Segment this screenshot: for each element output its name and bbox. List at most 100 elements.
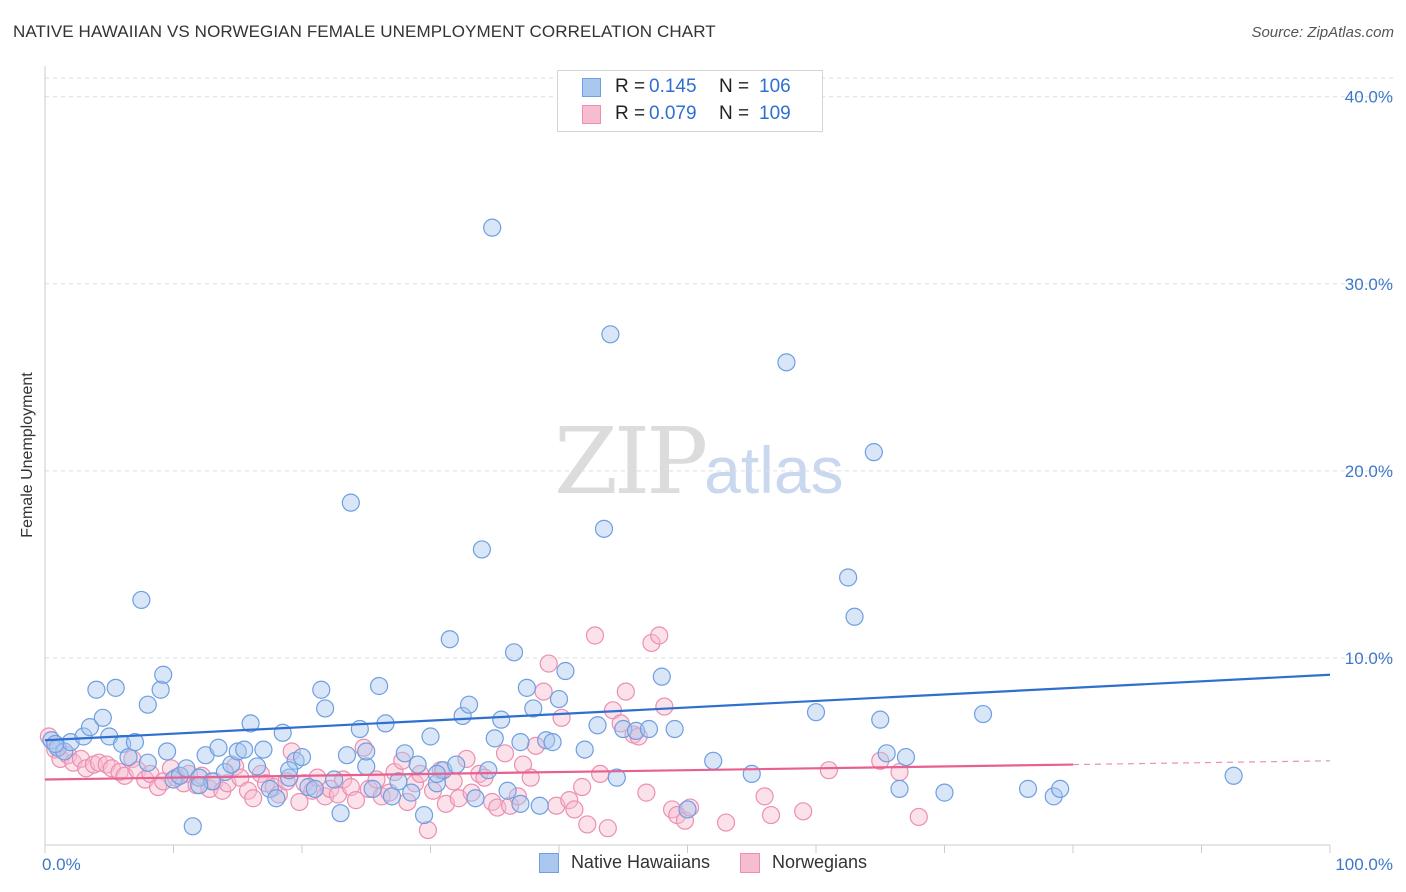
- legend-label: Norwegians: [772, 852, 868, 872]
- native-hawaiians-trend-line: [44, 673, 1331, 742]
- r-label: R =: [615, 103, 646, 124]
- native-hawaiian-point: [132, 590, 151, 610]
- y-tick-label: 30.0%: [1345, 275, 1393, 294]
- native-hawaiian-point: [517, 678, 536, 697]
- norwegian-point: [616, 682, 635, 701]
- native-hawaiian-point: [652, 667, 671, 686]
- trend-lines: [44, 673, 1331, 781]
- native-hawaiian-point: [183, 817, 202, 836]
- native-hawaiian-point: [594, 519, 614, 538]
- watermark: ZIPatlas: [554, 408, 844, 515]
- norwegian-point: [716, 813, 736, 832]
- native-hawaiian-point: [341, 493, 360, 512]
- n-label: N =: [719, 76, 750, 97]
- native-hawaiian-point: [511, 733, 530, 752]
- y-tick-label: 40.0%: [1345, 88, 1393, 107]
- native-hawaiian-point: [382, 787, 402, 806]
- y-tick-label: 20.0%: [1345, 462, 1393, 481]
- native-hawaiian-point: [267, 789, 286, 808]
- native-hawaiian-point: [871, 710, 890, 729]
- native-hawaiian-point: [601, 325, 620, 344]
- native-hawaiian-point: [549, 689, 569, 709]
- native-hawaiian-point: [299, 777, 318, 797]
- norwegian-point: [755, 787, 774, 806]
- native-hawaiian-point: [125, 733, 145, 752]
- native-hawaiian-point: [543, 733, 562, 752]
- n-value: 109: [759, 103, 791, 124]
- native-hawaiian-point: [87, 680, 106, 699]
- native-hawaiian-point: [316, 699, 335, 718]
- norwegian-point: [585, 626, 605, 645]
- y-tick-label: 10.0%: [1345, 649, 1393, 668]
- native-hawaiian-point: [1051, 779, 1070, 798]
- native-hawaiian-point: [280, 768, 299, 787]
- norwegian-point: [393, 751, 412, 770]
- native-hawaiian-point: [537, 731, 556, 750]
- native-hawaiian-point: [459, 695, 479, 714]
- native-hawaiian-point: [209, 738, 228, 757]
- stats-row-native-hawaiians: R = 0.145 N = 106: [582, 74, 791, 100]
- norwegian-point: [346, 791, 366, 810]
- x-tick-label: 100.0%: [1335, 855, 1393, 874]
- chart-title: NATIVE HAWAIIAN VS NORWEGIAN FEMALE UNEM…: [13, 22, 716, 41]
- tick-labels: 10.0% 20.0% 30.0% 40.0% 0.0% 100.0%: [42, 88, 1393, 874]
- native-hawaiian-point: [472, 540, 491, 559]
- norwegian-point: [457, 749, 476, 769]
- native-hawaiian-point: [665, 719, 684, 739]
- norwegian-point: [290, 792, 309, 812]
- native-hawaiian-point: [777, 353, 796, 372]
- norwegian-point: [598, 819, 617, 838]
- norwegian-point: [819, 761, 838, 780]
- native-hawaiian-point: [154, 665, 173, 684]
- legend-swatch-pink: [740, 852, 760, 873]
- native-hawaiian-point: [260, 779, 279, 798]
- native-hawaiian-point: [80, 718, 100, 737]
- norwegian-point: [662, 800, 682, 819]
- norwegian-point: [418, 820, 438, 840]
- norwegian-point: [534, 682, 553, 701]
- native-hawaiian-point: [877, 744, 896, 763]
- norwegian-point: [495, 744, 515, 763]
- norwegian-point: [573, 777, 592, 797]
- native-hawaiian-point: [46, 734, 65, 754]
- native-hawaiian-point: [222, 755, 241, 774]
- native-hawaiian-point: [1224, 766, 1243, 785]
- native-hawaiian-point: [235, 740, 254, 759]
- r-value: 0.145: [649, 76, 697, 97]
- native-hawaiian-point: [254, 740, 273, 759]
- stats-box: R = 0.145 N = 106 R = 0.079 N = 109: [557, 70, 823, 132]
- legend-item-native-hawaiians[interactable]: Native Hawaiians: [538, 852, 710, 873]
- n-value: 106: [759, 76, 791, 97]
- native-hawaiian-point: [170, 766, 190, 785]
- native-hawaiian-point: [74, 727, 93, 746]
- native-hawaiian-point: [890, 779, 909, 798]
- native-hawaiian-point: [228, 742, 247, 761]
- native-hawaiian-point: [151, 680, 170, 699]
- native-hawaiian-point: [556, 661, 575, 681]
- native-hawaiian-point: [839, 568, 858, 587]
- native-hawaiian-point: [325, 770, 344, 789]
- native-hawaiians-points: [42, 218, 1243, 836]
- native-hawaiian-point: [280, 761, 299, 780]
- native-hawaiian-point: [241, 714, 260, 733]
- native-hawaiian-point: [504, 643, 524, 662]
- axes: [44, 66, 1331, 853]
- norwegian-point: [282, 742, 301, 761]
- native-hawaiian-point: [1018, 779, 1038, 798]
- native-hawaiian-point: [157, 742, 177, 761]
- norwegian-point: [871, 751, 890, 770]
- r-label: R =: [615, 76, 646, 97]
- norwegian-point: [909, 807, 928, 827]
- norwegian-point: [794, 802, 813, 821]
- r-value: 0.079: [649, 103, 697, 124]
- legend-item-norwegians[interactable]: Norwegians: [740, 852, 867, 873]
- watermark-atlas: atlas: [704, 433, 844, 507]
- native-hawaiian-point: [292, 747, 312, 767]
- norwegian-point: [637, 783, 656, 802]
- native-hawaiian-point: [935, 783, 954, 802]
- native-hawaiian-point: [305, 779, 324, 798]
- native-hawaiian-point: [408, 755, 427, 774]
- norwegian-point: [565, 800, 584, 819]
- native-hawaiian-point: [138, 753, 157, 772]
